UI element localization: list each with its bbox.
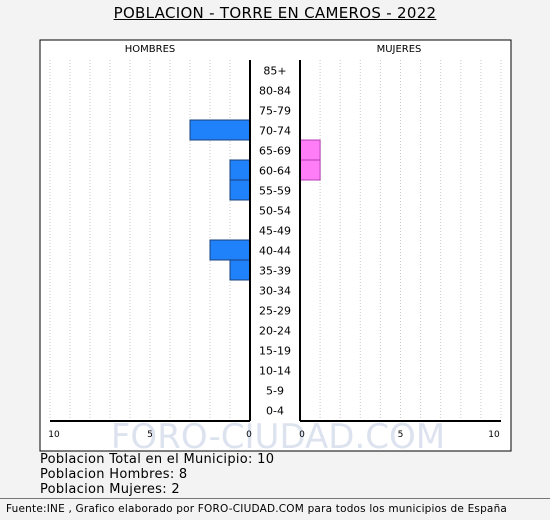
bar-hombres-35-39: [229, 259, 251, 281]
chart-title: POBLACION - TORRE EN CAMEROS - 2022: [113, 4, 437, 22]
age-label: 75-79: [259, 105, 291, 118]
bar-hombres-55-59: [229, 179, 251, 201]
age-label: 80-84: [259, 85, 291, 98]
age-labels-group: 85+ 80-84 75-79 70-74 65-69 60-64 55-59 50-54 45…: [259, 65, 291, 418]
hombres-label: HOMBRES: [125, 44, 176, 55]
right-gridlines: [319, 60, 502, 420]
age-label: 55-59: [259, 185, 291, 198]
footer-source: Fuente:INE , Grafico elaborado por FORO-…: [6, 503, 508, 515]
age-label: 5-9: [266, 385, 284, 398]
age-label: 0-4: [266, 405, 284, 418]
x-tick-label: 10: [488, 430, 500, 440]
age-label: 20-24: [259, 325, 291, 338]
summary-total: Poblacion Total en el Municipio: 10: [40, 452, 275, 467]
summary-women: Poblacion Mujeres: 2: [40, 482, 180, 497]
bar-mujeres-60-64: [299, 159, 321, 181]
age-label: 85+: [263, 65, 286, 78]
age-label: 15-19: [259, 345, 291, 358]
age-label: 25-29: [259, 305, 291, 318]
age-label: 60-64: [259, 165, 291, 178]
mujeres-label: MUJERES: [377, 44, 422, 55]
bar-hombres-60-64: [229, 159, 251, 181]
bar-hombres-40-44: [209, 239, 251, 261]
age-label: 30-34: [259, 285, 291, 298]
age-label: 45-49: [259, 225, 291, 238]
x-tick-label: 5: [398, 430, 404, 440]
age-label: 50-54: [259, 205, 291, 218]
left-gridlines: [49, 60, 231, 420]
x-tick-label: 0: [299, 430, 305, 440]
x-tick-labels: 10 5 0 0 5 10: [48, 430, 500, 440]
plot-frame: [39, 39, 512, 452]
footer-divider: [0, 498, 550, 499]
age-label: 10-14: [259, 365, 291, 378]
age-label: 40-44: [259, 245, 291, 258]
watermark: FORO-CIUDAD.COM: [111, 417, 445, 452]
summary-men: Poblacion Hombres: 8: [40, 467, 188, 482]
bar-mujeres-65-69: [299, 139, 321, 161]
age-label: 35-39: [259, 265, 291, 278]
age-label: 70-74: [259, 125, 291, 138]
population-pyramid-chart: FORO-CIUDAD.COM 85+ 80-84 75-79 70-74 65-69 6…: [39, 39, 512, 452]
x-tick-label: 0: [246, 430, 252, 440]
age-label: 65-69: [259, 145, 291, 158]
bars-group: [189, 119, 321, 281]
bar-hombres-70-74: [189, 119, 251, 141]
x-tick-label: 10: [48, 430, 60, 440]
x-tick-label: 5: [147, 430, 153, 440]
